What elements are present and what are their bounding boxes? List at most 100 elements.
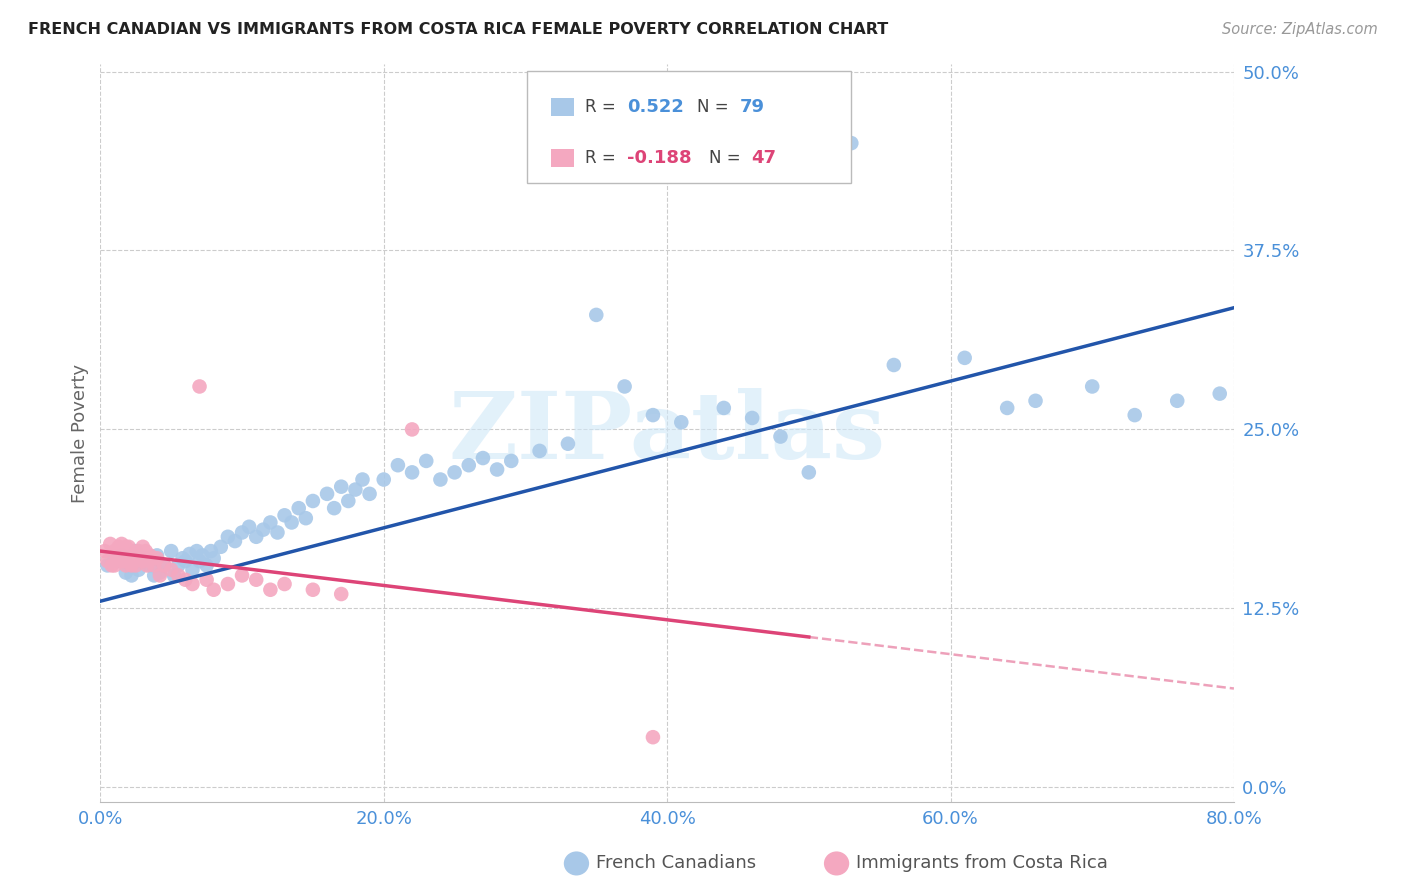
Point: [373, 473, 395, 487]
Point: [641, 408, 664, 422]
Text: -0.188: -0.188: [627, 149, 692, 167]
Point: [132, 554, 155, 568]
Point: [797, 466, 820, 480]
Point: [103, 551, 125, 566]
Point: [252, 523, 274, 537]
Text: French Canadians: French Canadians: [596, 855, 756, 872]
Point: [641, 730, 664, 744]
Point: [167, 558, 190, 573]
Point: [128, 563, 150, 577]
Point: [139, 549, 162, 563]
Text: N =: N =: [709, 149, 745, 167]
Point: [295, 511, 318, 525]
Point: [146, 551, 169, 566]
Point: [129, 551, 152, 566]
Point: [501, 454, 523, 468]
Point: [280, 516, 302, 530]
Text: Immigrants from Costa Rica: Immigrants from Costa Rica: [856, 855, 1108, 872]
Point: [401, 466, 423, 480]
Point: [259, 582, 281, 597]
Point: [188, 554, 211, 568]
Point: [1081, 379, 1104, 393]
Point: [195, 573, 218, 587]
Point: [153, 558, 176, 573]
Point: [179, 547, 201, 561]
Point: [167, 568, 190, 582]
Point: [713, 401, 735, 415]
Point: [107, 540, 129, 554]
Point: [160, 544, 183, 558]
Point: [287, 501, 309, 516]
Point: [245, 530, 267, 544]
Point: [352, 473, 374, 487]
Point: [149, 568, 172, 582]
Text: FRENCH CANADIAN VS IMMIGRANTS FROM COSTA RICA FEMALE POVERTY CORRELATION CHART: FRENCH CANADIAN VS IMMIGRANTS FROM COSTA…: [28, 22, 889, 37]
Y-axis label: Female Poverty: Female Poverty: [72, 363, 89, 502]
Point: [132, 554, 155, 568]
Point: [135, 551, 157, 566]
Point: [613, 379, 636, 393]
Point: [337, 494, 360, 508]
Point: [245, 573, 267, 587]
Point: [143, 558, 166, 573]
Point: [273, 577, 295, 591]
Point: [217, 530, 239, 544]
Point: [217, 577, 239, 591]
Text: R =: R =: [585, 149, 621, 167]
Point: [125, 558, 148, 573]
Text: 0.522: 0.522: [627, 97, 683, 116]
Point: [486, 462, 509, 476]
Point: [330, 587, 353, 601]
Point: [132, 540, 155, 554]
Point: [557, 436, 579, 450]
Text: N =: N =: [697, 97, 734, 116]
Point: [1209, 386, 1232, 401]
Point: [115, 558, 138, 573]
Point: [143, 568, 166, 582]
Text: 79: 79: [740, 97, 765, 116]
Point: [139, 558, 162, 573]
Point: [121, 568, 143, 582]
Point: [115, 540, 138, 554]
Point: [259, 516, 281, 530]
Point: [146, 549, 169, 563]
Point: [401, 422, 423, 436]
Point: [1166, 393, 1188, 408]
Point: [209, 540, 232, 554]
Text: ZIPatlas: ZIPatlas: [449, 388, 886, 478]
Point: [995, 401, 1018, 415]
Point: [202, 551, 225, 566]
Point: [471, 451, 494, 466]
Point: [110, 549, 132, 563]
Point: [238, 520, 260, 534]
Point: [93, 544, 115, 558]
Point: [200, 544, 222, 558]
Point: [323, 501, 346, 516]
Point: [118, 540, 141, 554]
Point: [1025, 393, 1047, 408]
Point: [186, 544, 208, 558]
Point: [174, 554, 197, 568]
Point: [443, 466, 465, 480]
Point: [135, 544, 157, 558]
Point: [387, 458, 409, 473]
Point: [191, 549, 214, 563]
Text: Source: ZipAtlas.com: Source: ZipAtlas.com: [1222, 22, 1378, 37]
Point: [769, 429, 792, 443]
Point: [103, 558, 125, 573]
Point: [344, 483, 367, 497]
Point: [160, 563, 183, 577]
Point: [330, 480, 353, 494]
Point: [153, 558, 176, 573]
Point: [110, 537, 132, 551]
Point: [671, 415, 693, 429]
Point: [202, 582, 225, 597]
Point: [181, 577, 204, 591]
Point: [181, 563, 204, 577]
Point: [273, 508, 295, 523]
Point: [149, 566, 172, 580]
Point: [110, 549, 132, 563]
Point: [585, 308, 607, 322]
Point: [125, 544, 148, 558]
Point: [118, 549, 141, 563]
